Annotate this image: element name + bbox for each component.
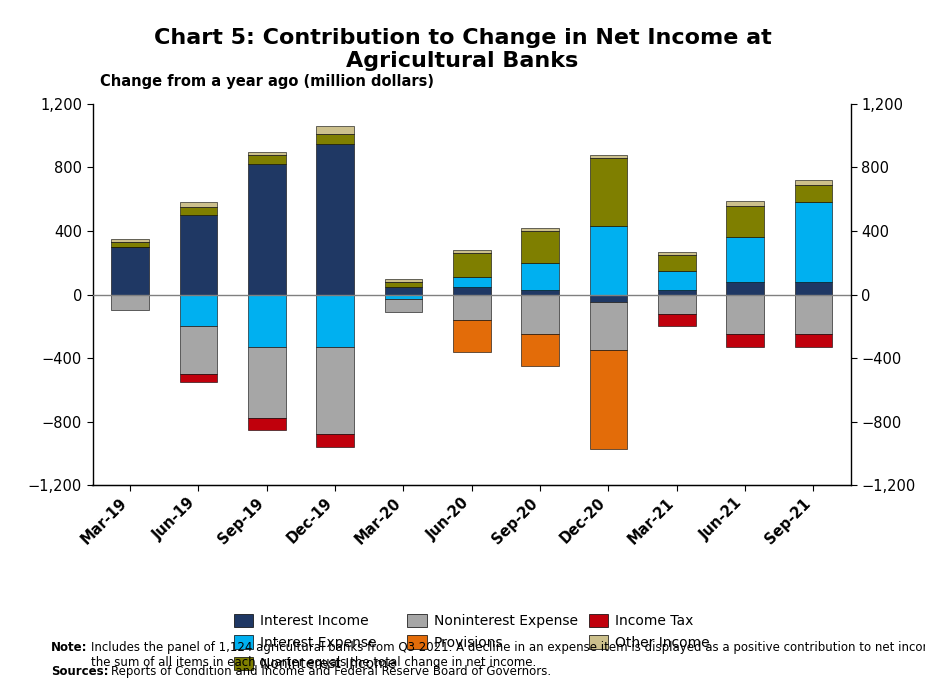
Bar [453,277,490,287]
Bar [795,180,832,185]
Bar [316,347,354,435]
Bar [589,155,627,158]
Bar [589,158,627,226]
Bar [589,226,627,295]
Bar [726,282,764,295]
Bar [385,287,422,295]
Bar [795,282,832,295]
Bar [795,185,832,202]
Bar [385,299,422,312]
Text: Includes the panel of 1,124 agricultural banks from Q3 2021. A decline in an exp: Includes the panel of 1,124 agricultural… [91,641,925,669]
Bar [316,134,354,143]
Bar [658,313,696,326]
Text: Chart 5: Contribution to Change in Net Income at
Agricultural Banks: Chart 5: Contribution to Change in Net I… [154,28,771,71]
Bar [658,290,696,295]
Bar [726,237,764,282]
Bar [726,334,764,347]
Bar [248,155,286,164]
Bar [316,295,354,347]
Bar [589,295,627,302]
Bar [179,326,217,374]
Text: Sources:: Sources: [51,665,108,678]
Bar [248,419,286,430]
Bar [248,152,286,155]
Bar [111,242,149,247]
Text: Change from a year ago (million dollars): Change from a year ago (million dollars) [100,73,434,89]
Bar [726,201,764,206]
Bar [316,435,354,447]
Bar [179,295,217,326]
Bar [522,263,559,290]
Bar [726,206,764,237]
Bar [658,295,696,313]
Bar [453,250,490,253]
Bar [726,295,764,334]
Bar [522,228,559,231]
Bar [179,215,217,295]
Text: Reports of Condition and Income and Federal Reserve Board of Governors.: Reports of Condition and Income and Fede… [111,665,551,678]
Bar [658,271,696,290]
Bar [522,231,559,263]
Bar [522,290,559,295]
Bar [453,295,490,320]
Bar [522,334,559,366]
Bar [179,202,217,207]
Bar [453,253,490,277]
Bar [522,295,559,334]
Bar [111,295,149,310]
Bar [111,239,149,242]
Bar [658,252,696,255]
Bar [316,126,354,134]
Bar [453,287,490,295]
Bar [795,334,832,347]
Bar [795,202,832,282]
Text: Note:: Note: [51,641,87,654]
Bar [658,255,696,271]
Bar [248,295,286,347]
Bar [795,295,832,334]
Bar [589,302,627,350]
Bar [248,164,286,295]
Bar [179,374,217,382]
Bar [589,350,627,448]
Bar [179,207,217,215]
Bar [453,320,490,352]
Bar [385,282,422,287]
Bar [111,247,149,295]
Legend: Interest Income, Interest Expense, Noninterest Income, Noninterest Expense, Prov: Interest Income, Interest Expense, Nonin… [234,614,709,671]
Bar [248,347,286,419]
Bar [316,143,354,295]
Bar [385,295,422,299]
Bar [385,279,422,282]
